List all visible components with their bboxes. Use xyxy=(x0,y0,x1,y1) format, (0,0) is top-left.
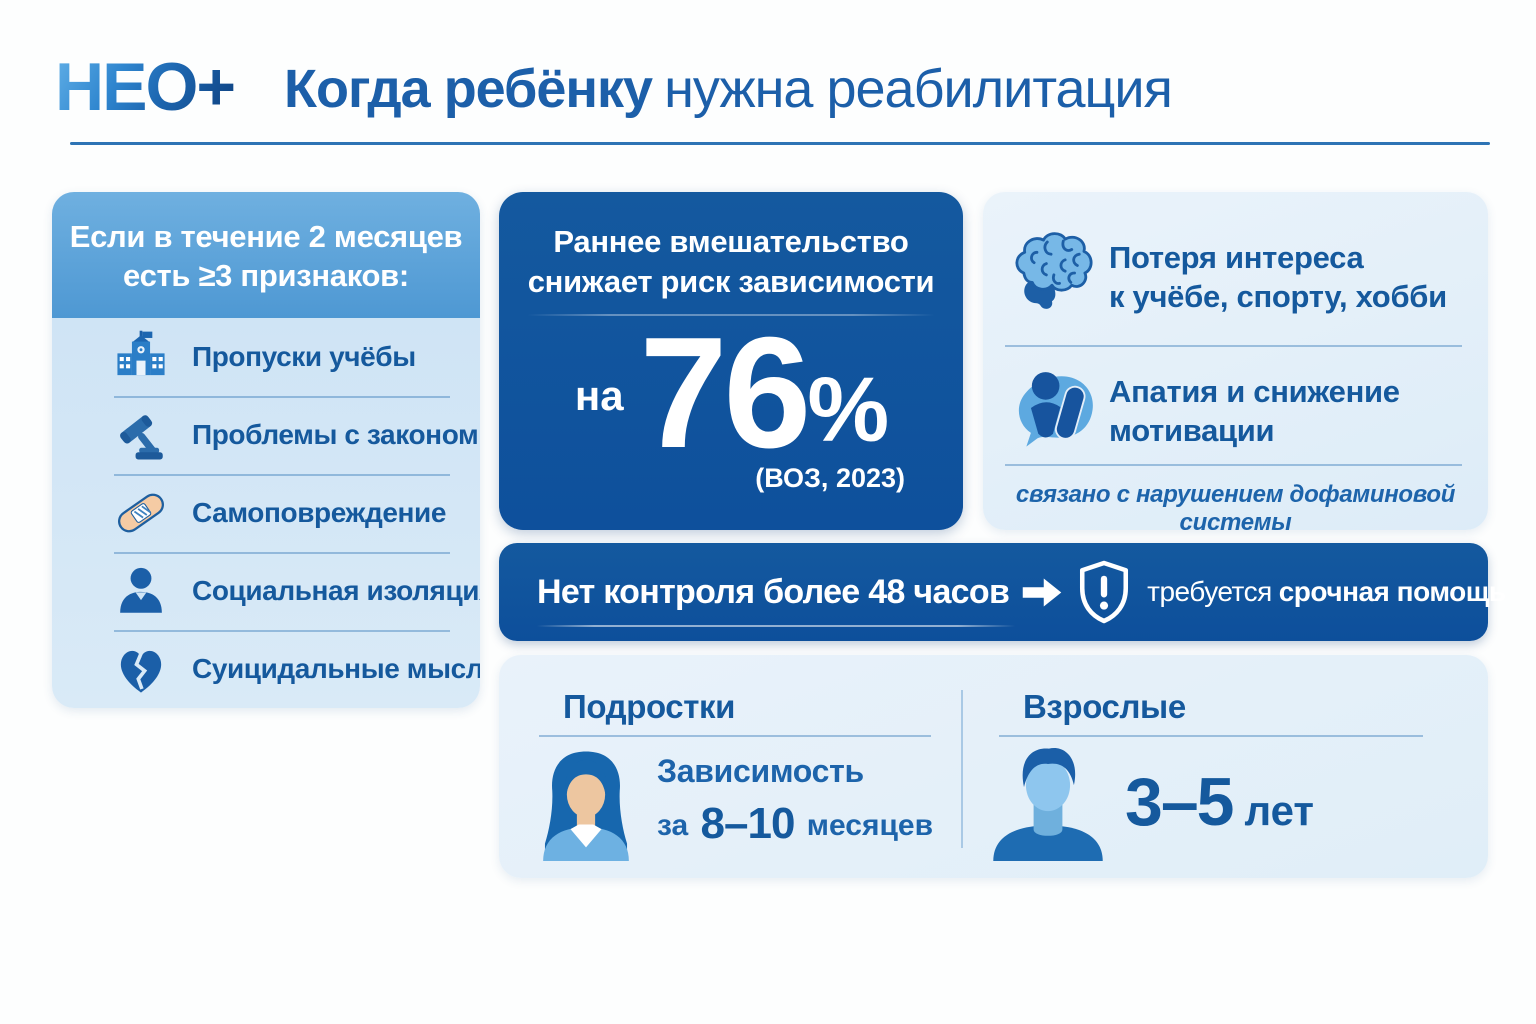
person-icon xyxy=(112,562,170,620)
symptom-label-line1: Апатия и снижение xyxy=(1109,374,1400,409)
warning-signs-panel: Если в течение 2 месяцев есть ≥3 признак… xyxy=(52,192,480,708)
teens-line2-suffix: месяцев xyxy=(806,809,934,842)
teens-title: Подростки xyxy=(563,688,735,725)
symptoms-divider xyxy=(1005,345,1462,347)
addiction-timeline-panel: Подростки Зависимость за 8–10 месяцев Вз… xyxy=(499,655,1488,878)
adults-underline xyxy=(999,735,1423,737)
stat-value-number: 76 xyxy=(639,305,812,481)
teens-underline xyxy=(539,735,931,737)
early-intervention-stat-panel: Раннее вмешательство снижает риск зависи… xyxy=(499,192,963,530)
dopamine-footnote: связано с нарушением дофаминовой системы xyxy=(1015,481,1456,536)
broken-heart-icon xyxy=(112,640,170,698)
stat-value: на 76 % xyxy=(499,305,963,481)
sign-label: Пропуски учёбы xyxy=(192,341,416,372)
stat-value-prefix: на xyxy=(574,372,624,419)
list-item: Пропуски учёбы xyxy=(52,318,480,396)
warning-signs-heading-line2: есть ≥3 признаков: xyxy=(123,258,409,293)
teens-text: Зависимость за 8–10 месяцев xyxy=(657,753,933,849)
banner-underline xyxy=(537,625,1015,627)
adults-title: Взрослые xyxy=(1023,688,1186,725)
adults-value: 3–5 xyxy=(1125,764,1234,840)
list-item: Суицидальные мысли xyxy=(52,630,480,708)
sign-label: Суицидальные мысли xyxy=(192,653,480,684)
symptoms-divider xyxy=(1005,464,1462,466)
sign-label: Социальная изоляция xyxy=(192,575,480,606)
urgent-help-banner: Нет контроля более 48 часов требуется сро… xyxy=(499,543,1506,641)
stat-source: (ВОЗ, 2023) xyxy=(755,463,905,493)
adults-suffix: лет xyxy=(1244,787,1314,834)
sign-label: Самоповреждение xyxy=(192,497,447,528)
adults-text: 3–5 лет xyxy=(1125,763,1314,841)
stat-divider xyxy=(527,314,935,316)
teens-line1: Зависимость xyxy=(657,753,864,789)
header-divider xyxy=(70,142,1490,145)
gavel-icon xyxy=(112,406,170,464)
timeline-divider xyxy=(961,690,963,848)
stat-heading-line1: Раннее вмешательство xyxy=(553,224,909,259)
symptoms-panel: Потеря интереса к учёбе, спорту, хобби А… xyxy=(983,192,1488,536)
banner-action: требуется срочная помощь xyxy=(1147,576,1506,608)
school-icon xyxy=(112,328,170,386)
brain-icon xyxy=(1005,226,1099,320)
warning-signs-heading: Если в течение 2 месяцев есть ≥3 признак… xyxy=(52,192,480,318)
list-item: Социальная изоляция xyxy=(52,552,480,630)
list-item: Самоповреждение xyxy=(52,474,480,552)
apathy-icon xyxy=(1007,360,1099,456)
sign-label: Проблемы с законом xyxy=(192,419,479,450)
page-title-strong: Когда ребёнку xyxy=(284,59,653,119)
teens-line2-prefix: за xyxy=(657,809,689,842)
teens-line2-value: 8–10 xyxy=(700,799,796,848)
shield-alert-icon xyxy=(1075,559,1133,625)
teen-girl-avatar xyxy=(530,747,642,861)
stat-value-unit: % xyxy=(807,358,889,461)
symptom-label-line2: мотивации xyxy=(1109,413,1275,448)
stat-heading: Раннее вмешательство снижает риск зависи… xyxy=(499,222,963,302)
banner-condition: Нет контроля более 48 часов xyxy=(537,572,1010,611)
list-item: Проблемы с законом xyxy=(52,396,480,474)
banner-action-regular: требуется xyxy=(1147,576,1272,607)
symptom-label: Апатия и снижение мотивации xyxy=(1109,372,1400,450)
neo-plus-logo: НЕО+ xyxy=(55,49,236,125)
page-title-regular: нужна реабилитация xyxy=(664,59,1173,119)
stat-heading-line2: снижает риск зависимости xyxy=(527,264,935,299)
symptom-label: Потеря интереса к учёбе, спорту, хобби xyxy=(1109,238,1447,316)
adult-man-avatar xyxy=(985,741,1111,861)
warning-signs-heading-line1: Если в течение 2 месяцев xyxy=(69,219,463,254)
warning-signs-list: Пропуски учёбы Проблемы с xyxy=(52,318,480,708)
page-title: Когда ребёнку нужна реабилитация xyxy=(284,58,1173,120)
banner-action-strong: срочная помощь xyxy=(1278,576,1506,607)
bandage-icon xyxy=(112,484,170,542)
symptom-label-line2: к учёбе, спорту, хобби xyxy=(1109,279,1447,314)
arrow-right-icon xyxy=(1021,575,1063,610)
symptom-label-line1: Потеря интереса xyxy=(1109,240,1364,275)
teens-line2: за 8–10 месяцев xyxy=(657,799,933,849)
